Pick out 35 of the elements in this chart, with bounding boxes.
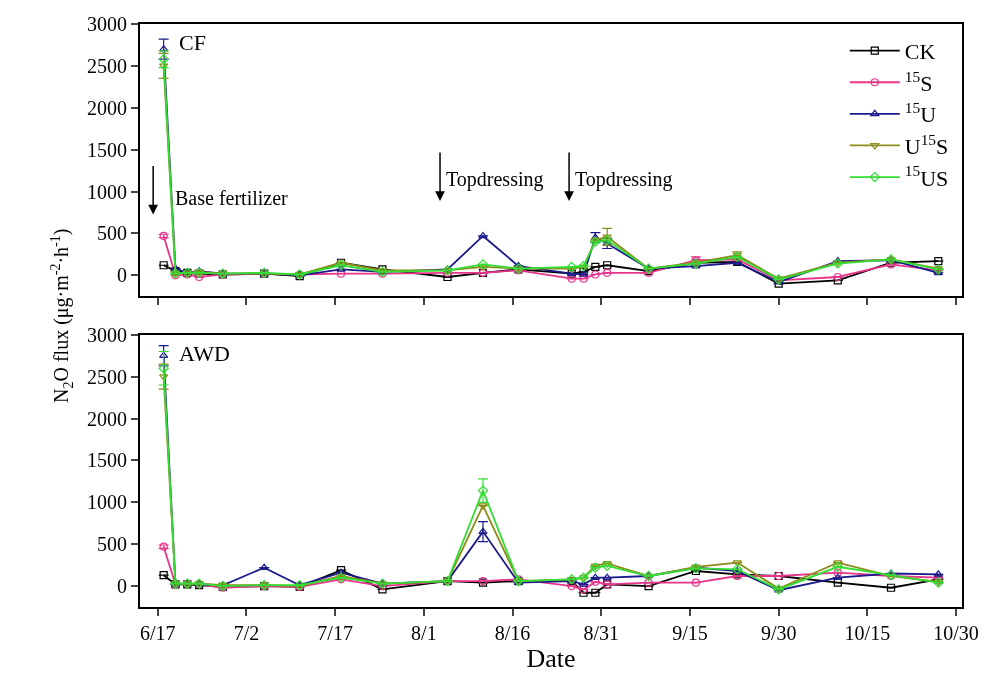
annotation: AWD <box>179 341 230 366</box>
y-tick-label: 500 <box>97 222 127 245</box>
y-tick-label: 1000 <box>87 491 127 514</box>
legend-label: CK <box>904 39 936 65</box>
y-tick-label: 1500 <box>87 138 127 161</box>
legend-label: $^{15}$S <box>904 67 933 96</box>
y-tick-label: 2500 <box>87 54 127 77</box>
y-tick-label: 0 <box>117 264 127 287</box>
annotation: CF <box>179 30 206 55</box>
y-tick-label: 3000 <box>87 323 127 346</box>
legend-label: $^{15}$U <box>904 99 937 128</box>
x-tick-label: 10/30 <box>933 622 979 644</box>
annotation: Base fertilizer <box>175 187 289 209</box>
y-tick-label: 2000 <box>87 407 127 430</box>
legend-label: U$^{15}$S <box>904 130 949 160</box>
legend-label: $^{15}$US <box>904 162 949 191</box>
annotation: Topdressing <box>446 168 544 191</box>
x-tick-label: 7/17 <box>317 622 353 644</box>
x-axis-title: Date <box>526 644 576 673</box>
x-tick-label: 9/15 <box>672 622 708 644</box>
x-tick-label: 9/30 <box>760 622 797 644</box>
x-tick-label: 10/15 <box>844 622 891 644</box>
x-tick-label: 6/17 <box>139 622 176 644</box>
y-tick-label: 0 <box>117 575 127 598</box>
x-tick-label: 7/2 <box>233 622 260 644</box>
x-tick-label: 8/16 <box>494 622 531 644</box>
annotation: Topdressing <box>575 168 673 191</box>
y-tick-label: 2000 <box>87 96 127 119</box>
y-tick-label: 3000 <box>87 13 127 35</box>
y-tick-label: 1000 <box>87 180 127 203</box>
x-tick-label: 8/1 <box>411 622 437 644</box>
y-tick-label: 1500 <box>87 449 127 472</box>
x-tick-label: 8/31 <box>583 622 620 644</box>
y-tick-label: 500 <box>97 533 127 556</box>
y-tick-label: 2500 <box>87 365 127 388</box>
